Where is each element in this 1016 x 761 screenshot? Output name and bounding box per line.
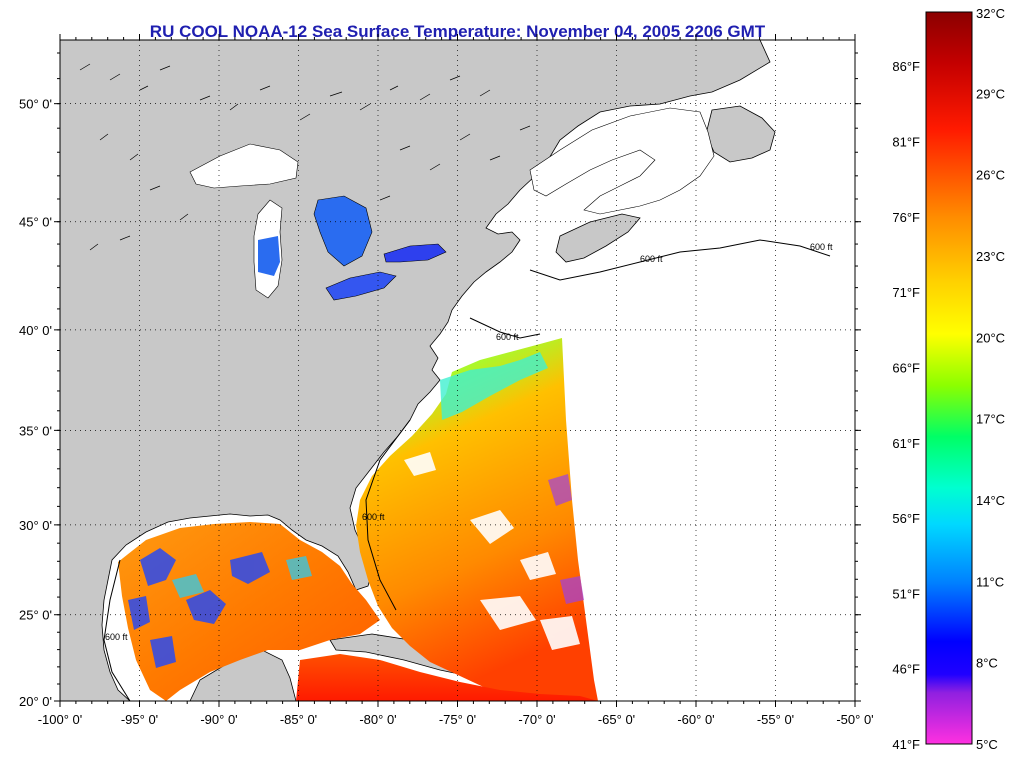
colorbar-celsius-label: 8°C (976, 656, 998, 671)
colorbar-celsius-label: 17°C (976, 412, 1005, 427)
colorbar-labels: 32°C 29°C 26°C 23°C 20°C 17°C 14°C 11°C 8°C 5°C 86… (892, 6, 1005, 752)
lon-label: -65° 0' (598, 712, 635, 727)
lake-huron (313, 195, 373, 267)
colorbar-celsius-label: 32°C (976, 6, 1005, 21)
map-grid (60, 40, 855, 701)
axis-ticks (54, 34, 861, 707)
lon-label: -75° 0' (439, 712, 476, 727)
lon-label: -85° 0' (280, 712, 317, 727)
lon-label: -90° 0' (200, 712, 237, 727)
lon-label: -70° 0' (518, 712, 555, 727)
land-nova-scotia (555, 213, 641, 263)
lat-label: 30° 0' (19, 518, 52, 533)
lat-label: 45° 0' (19, 215, 52, 230)
isobath-600ft (103, 239, 831, 701)
colorbar-celsius-label: 14°C (976, 493, 1005, 508)
colorbar-celsius-label: 29°C (976, 86, 1005, 101)
lake-michigan-sst (258, 236, 280, 276)
longitude-labels: -100° 0' -95° 0' -90° 0' -85° 0' -80° 0' -75°… (38, 712, 874, 727)
colorbar-fahrenheit-label: 61°F (892, 436, 920, 451)
lon-label: -80° 0' (359, 712, 396, 727)
lake-erie (325, 271, 397, 301)
sst-gulf-cold-patches (128, 548, 270, 668)
cloud-patches (404, 452, 580, 650)
colorbar-celsius-label: 26°C (976, 168, 1005, 183)
lon-label: -95° 0' (121, 712, 158, 727)
colorbar-celsius-label: 5°C (976, 737, 998, 752)
sst-gulf-of-mexico (118, 522, 380, 701)
colorbar (925, 11, 973, 745)
lon-label: -50° 0' (836, 712, 873, 727)
colorbar-fahrenheit-label: 51°F (892, 586, 920, 601)
colorbar-fahrenheit-label: 66°F (892, 360, 920, 375)
lat-label: 40° 0' (19, 323, 52, 338)
colorbar-celsius-label: 23°C (976, 249, 1005, 264)
land-yucatan (189, 649, 297, 701)
isobath-label: 600 ft (640, 254, 663, 264)
sst-purple-patches (548, 474, 584, 604)
colorbar-celsius-label: 11°C (976, 574, 1004, 589)
sst-caribbean (296, 654, 598, 701)
lat-label: 35° 0' (19, 423, 52, 438)
lat-label: 25° 0' (19, 608, 52, 623)
lon-label: -60° 0' (677, 712, 714, 727)
colorbar-fahrenheit-label: 56°F (892, 511, 920, 526)
lake-superior-sst (220, 150, 280, 170)
colorbar-fahrenheit-label: 86°F (892, 59, 920, 74)
isobath-label: 600 ft (362, 512, 385, 522)
lat-label: 50° 0' (19, 97, 52, 112)
colorbar-fahrenheit-label: 46°F (892, 662, 920, 677)
map-title: RU COOL NOAA-12 Sea Surface Temperature:… (149, 22, 766, 41)
colorbar-fahrenheit-label: 76°F (892, 210, 920, 225)
colorbar-celsius-label: 20°C (976, 330, 1005, 345)
isobath-label: 600 ft (810, 242, 833, 252)
isobath-label: 600 ft (105, 632, 128, 642)
gulf-st-lawrence (529, 107, 715, 215)
sst-gulf-cyan-patches (172, 556, 312, 598)
lake-ontario (383, 243, 447, 263)
sst-shelf-cyan (440, 352, 548, 420)
colorbar-fahrenheit-label: 71°F (892, 285, 920, 300)
colorbar-fahrenheit-label: 41°F (892, 737, 920, 752)
coastline-details (79, 63, 531, 251)
latitude-labels: 20° 0' 25° 0' 30° 0' 35° 0' 40° 0' 45° 0' 50° … (19, 97, 52, 709)
lon-label: -100° 0' (38, 712, 83, 727)
lon-label: -55° 0' (757, 712, 794, 727)
colorbar-fahrenheit-label: 81°F (892, 135, 920, 150)
lat-label: 20° 0' (19, 694, 52, 709)
isobath-label: 600 ft (496, 332, 519, 342)
